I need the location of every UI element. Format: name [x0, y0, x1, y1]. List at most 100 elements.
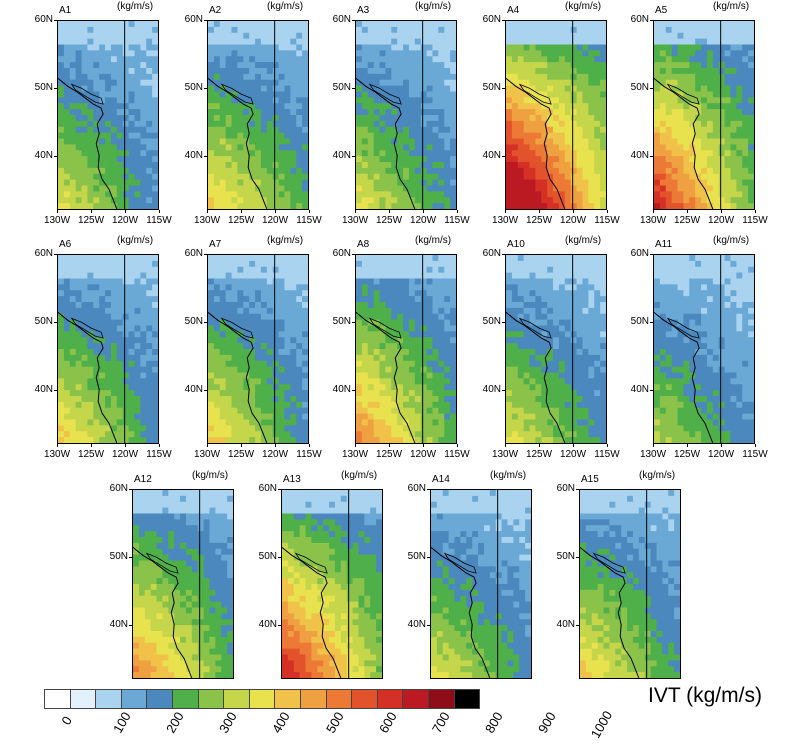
- ivt-cell: [582, 68, 589, 75]
- ivt-cell: [576, 349, 583, 356]
- ivt-cell: [420, 132, 427, 139]
- ivt-cell: [367, 203, 375, 209]
- ivt-cell: [356, 191, 363, 198]
- ivt-cell: [523, 185, 530, 192]
- ivt-cell: [511, 197, 519, 204]
- ivt-cell: [420, 56, 427, 63]
- ivt-cell: [511, 162, 519, 169]
- ivt-cell: [140, 290, 147, 297]
- ivt-cell: [208, 26, 215, 34]
- ivt-cell: [249, 50, 256, 57]
- ivt-cell: [110, 150, 118, 157]
- ivt-cell: [134, 156, 141, 163]
- ivt-cell: [547, 38, 554, 45]
- ivt-cell: [58, 150, 65, 157]
- ivt-cell: [444, 260, 451, 268]
- ivt-cell: [116, 79, 124, 87]
- ivt-cell: [689, 144, 696, 151]
- ivt-cell: [511, 26, 519, 34]
- ivt-cell: [438, 21, 445, 28]
- ivt-cell: [506, 138, 513, 145]
- ivt-cell: [225, 437, 232, 443]
- ivt-cell: [272, 407, 279, 415]
- ivt-cell: [654, 162, 661, 169]
- ivt-cell: [397, 349, 404, 356]
- ivt-cell: [553, 284, 560, 291]
- ivt-cell: [255, 32, 262, 40]
- ivt-cell: [558, 32, 566, 40]
- ivt-cell: [511, 44, 519, 51]
- ivt-cell: [99, 378, 106, 385]
- ivt-cell: [116, 44, 124, 51]
- ivt-cell: [373, 354, 380, 362]
- ivt-cell: [128, 79, 135, 87]
- ivt-cell: [432, 144, 439, 151]
- ivt-cell: [105, 197, 112, 204]
- ivt-cell: [225, 401, 232, 409]
- ivt-cell: [736, 73, 743, 81]
- ivt-cell: [654, 132, 661, 139]
- ivt-cell: [75, 73, 82, 81]
- ivt-cell: [385, 290, 392, 297]
- ivt-cell: [379, 290, 386, 297]
- ivt-cell: [414, 97, 422, 104]
- ivt-cell: [146, 26, 153, 34]
- ivt-cell: [379, 32, 386, 40]
- ivt-cell: [420, 203, 427, 209]
- ivt-cell: [87, 260, 94, 268]
- ivt-cell: [426, 144, 433, 151]
- ivt-cell: [128, 384, 135, 391]
- ivt-cell: [541, 378, 548, 385]
- ivt-cell: [69, 120, 77, 128]
- ivt-cell: [152, 203, 158, 209]
- ivt-cell: [541, 313, 548, 321]
- ivt-cell: [231, 431, 238, 438]
- ivt-cell: [63, 91, 71, 98]
- ivt-cell: [128, 325, 135, 332]
- ivt-cell: [373, 156, 380, 163]
- ivt-cell: [255, 390, 262, 397]
- ivt-cell: [450, 384, 456, 391]
- ivt-cell: [69, 331, 77, 338]
- ivt-cell: [535, 167, 542, 175]
- ivt-cell: [444, 50, 451, 57]
- ivt-cell: [541, 167, 548, 175]
- ivt-cell: [659, 68, 667, 75]
- ivt-cell: [243, 290, 250, 297]
- ivt-cell: [237, 126, 244, 134]
- ivt-cell: [730, 44, 737, 51]
- ivt-cell: [450, 79, 456, 87]
- ivt-cell: [432, 255, 439, 262]
- ivt-cell: [523, 296, 530, 303]
- ivt-cell: [296, 97, 303, 104]
- ivt-cell: [397, 396, 404, 403]
- ivt-cell: [116, 68, 124, 75]
- ivt-cell: [69, 278, 77, 285]
- ivt-cell: [81, 97, 88, 104]
- ivt-cell: [438, 173, 445, 181]
- ivt-cell: [116, 50, 124, 57]
- ivt-cell: [373, 120, 380, 128]
- ivt-cell: [576, 185, 583, 192]
- ivt-cell: [730, 132, 737, 139]
- ivt-cell: [128, 419, 135, 426]
- ivt-cell: [420, 162, 427, 169]
- ivt-cell: [671, 120, 678, 128]
- ivt-cell: [58, 132, 65, 139]
- ivt-cell: [511, 103, 519, 110]
- ivt-cell: [152, 115, 158, 122]
- ivt-cell: [535, 366, 542, 373]
- ivt-cell: [260, 162, 268, 169]
- ivt-cell: [564, 56, 572, 63]
- ivt-cell: [385, 79, 392, 87]
- ivt-cell: [517, 26, 525, 34]
- ivt-cell: [213, 390, 221, 397]
- ivt-cell: [99, 115, 106, 122]
- ivt-cell: [408, 97, 416, 104]
- ivt-cell: [438, 138, 445, 145]
- ivt-cell: [110, 167, 118, 175]
- ivt-cell: [558, 97, 566, 104]
- ivt-cell: [105, 331, 112, 338]
- ivt-cell: [701, 203, 708, 209]
- ivt-cell: [260, 272, 268, 279]
